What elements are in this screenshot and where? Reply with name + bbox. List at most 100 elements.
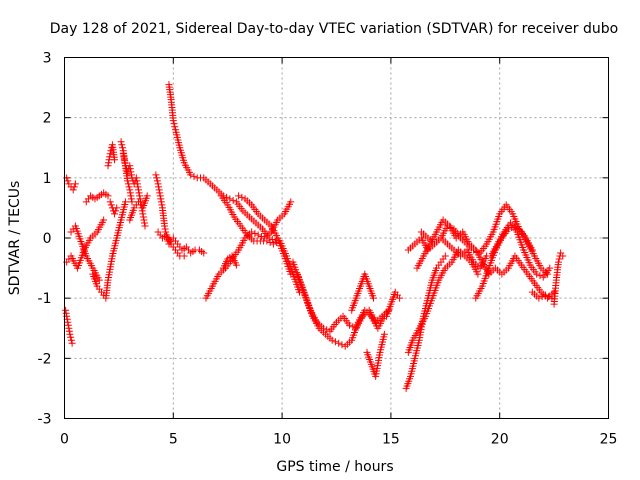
series-track-k (126, 192, 151, 224)
series-track-ad (487, 219, 554, 281)
data-point (132, 174, 140, 182)
data-point (134, 183, 142, 191)
x-tick-label: 25 (600, 432, 618, 448)
plot-frame (64, 57, 609, 419)
data-point (546, 264, 554, 272)
data-point (155, 186, 163, 194)
data-point (64, 177, 72, 185)
data-point (555, 255, 563, 263)
series-track-o (202, 198, 295, 302)
data-point (470, 246, 478, 254)
data-point (157, 198, 165, 206)
data-point (251, 229, 259, 237)
data-point (68, 339, 76, 347)
data-point (331, 338, 339, 346)
data-point (536, 272, 544, 280)
data-point (346, 321, 354, 329)
data-point (100, 216, 108, 224)
data-point (138, 207, 146, 215)
data-point (154, 180, 162, 188)
data-point (69, 186, 77, 194)
series-track-h (106, 198, 121, 218)
data-point (106, 153, 114, 161)
series-track-e (82, 189, 112, 206)
x-tick-label: 15 (382, 432, 400, 448)
series-track-p (219, 252, 240, 272)
data-point (127, 168, 135, 176)
data-point (161, 222, 169, 230)
data-point (126, 162, 134, 170)
series-track-v (363, 330, 388, 380)
data-point (67, 336, 75, 344)
data-point (157, 195, 165, 203)
data-point (121, 159, 129, 167)
data-point (447, 223, 455, 231)
series-track-b (62, 306, 76, 347)
data-point (538, 293, 546, 301)
data-point (349, 323, 357, 331)
data-point (263, 237, 271, 245)
data-point (113, 204, 121, 212)
data-point (190, 172, 198, 180)
data-point (139, 210, 147, 218)
data-point (106, 150, 114, 158)
data-point (111, 156, 119, 164)
data-point (369, 294, 377, 302)
data-point (319, 324, 327, 332)
data-point (396, 294, 404, 302)
data-point (257, 232, 265, 240)
data-point (136, 195, 144, 203)
data-point (62, 306, 70, 314)
data-point (133, 177, 141, 185)
data-point (338, 341, 346, 349)
data-point (287, 270, 295, 278)
data-point (134, 186, 142, 194)
data-point (120, 153, 128, 161)
y-tick-label: 3 (43, 51, 52, 67)
data-point (62, 309, 70, 317)
y-tick-label: -2 (38, 351, 52, 367)
data-point (126, 186, 134, 194)
data-point (64, 321, 72, 329)
data-point (104, 162, 112, 170)
data-point (226, 195, 234, 203)
data-point (266, 239, 274, 247)
data-point (65, 324, 73, 332)
series-track-r (235, 192, 295, 278)
series-track-m (154, 228, 188, 260)
data-point (200, 249, 208, 257)
data-point (140, 216, 148, 224)
data-point (119, 144, 127, 152)
series-track-n (165, 81, 280, 245)
data-point (443, 222, 451, 230)
y-tick-labels: -3 -2 -1 0 1 2 3 (38, 51, 52, 428)
data-point (107, 201, 115, 209)
data-point (187, 171, 195, 179)
data-point (128, 198, 136, 206)
data-point (155, 183, 163, 191)
series-track-s (289, 258, 388, 350)
y-tick-label: 1 (43, 171, 52, 187)
data-point (141, 222, 149, 230)
x-tick-label: 20 (491, 432, 509, 448)
x-tick-labels: 0 5 10 15 20 25 (60, 432, 617, 448)
data-point (533, 270, 541, 278)
series-track-af (528, 288, 556, 302)
data-marks (62, 81, 567, 392)
data-point (287, 198, 295, 206)
y-tick-label: 0 (43, 231, 52, 247)
y-tick-label: 2 (43, 111, 52, 127)
x-tick-label: 5 (169, 432, 178, 448)
data-point (238, 193, 246, 201)
data-point (161, 225, 169, 233)
data-point (152, 171, 160, 179)
series-track-a (63, 174, 79, 194)
data-point (135, 189, 143, 197)
data-point (106, 198, 114, 206)
data-point (235, 192, 243, 200)
data-point (127, 171, 135, 179)
data-point (541, 291, 549, 299)
data-point (554, 258, 562, 266)
data-point (328, 336, 336, 344)
data-point (248, 228, 256, 236)
